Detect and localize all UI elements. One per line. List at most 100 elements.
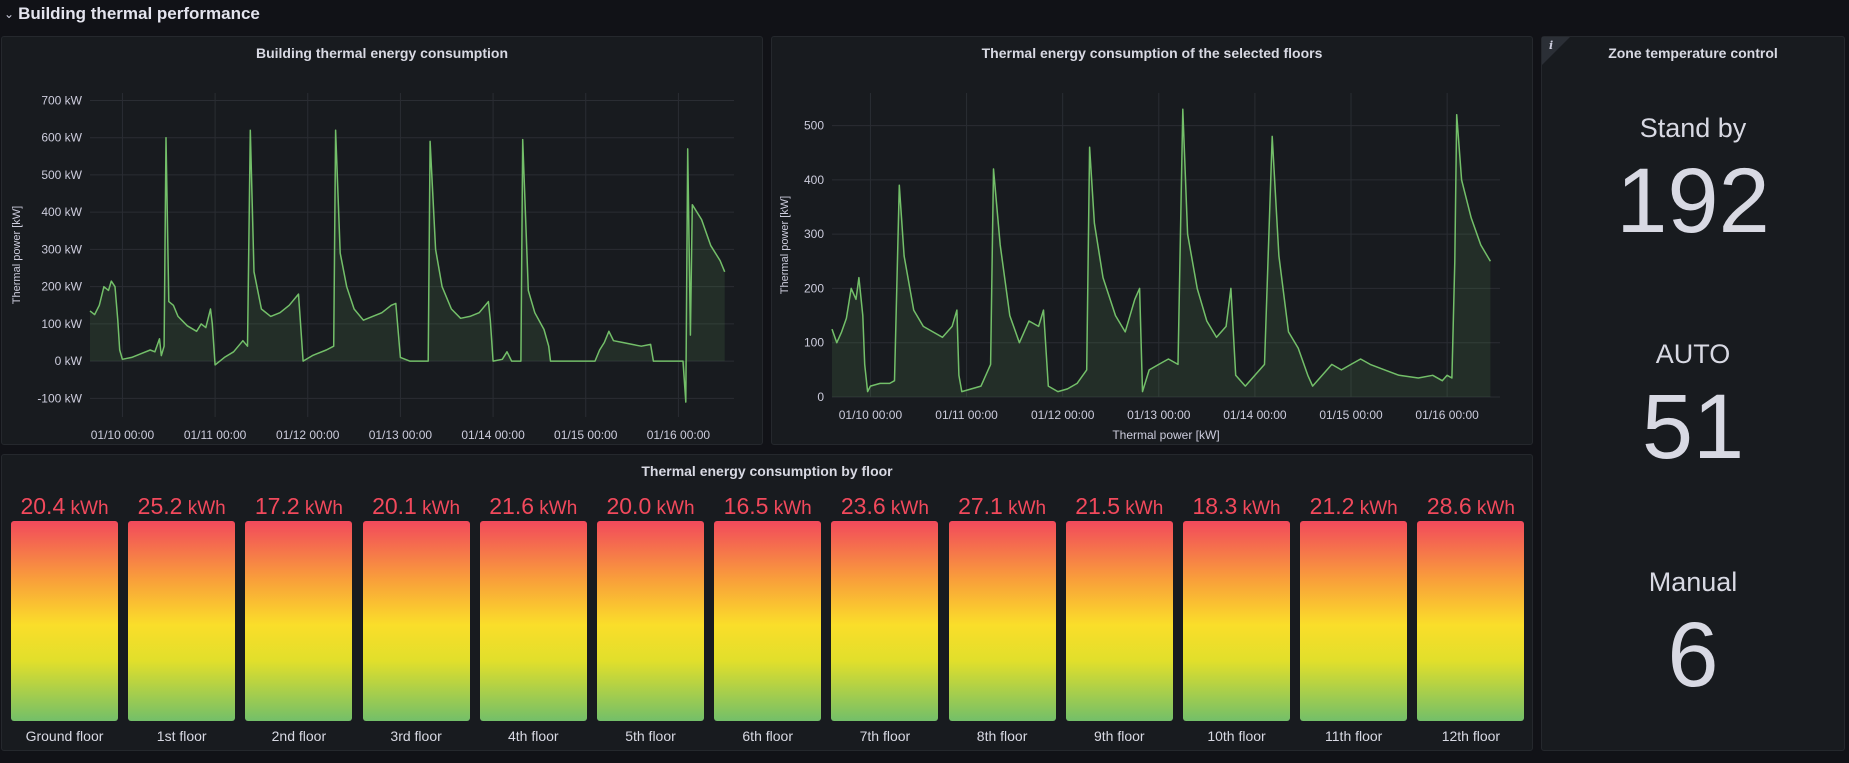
x-tick-label: 01/14 00:00 <box>1223 408 1287 422</box>
x-tick-label: 01/10 00:00 <box>91 428 155 442</box>
floor-gauge-bar[interactable] <box>1300 521 1408 721</box>
floor-value-unit: kWh <box>1120 498 1164 519</box>
floor-value-unit: kWh <box>768 498 812 519</box>
panel-title[interactable]: Thermal energy consumption by floor <box>641 463 893 479</box>
floor-value-unit: kWh <box>182 498 226 519</box>
floor-value: 21.6 kWh <box>475 493 592 520</box>
floor-value-unit: kWh <box>1002 498 1047 519</box>
y-tick-label: 300 kW <box>41 242 82 256</box>
floor-gauge-bar[interactable] <box>128 521 236 721</box>
series-area <box>832 109 1491 398</box>
floor-value-unit: kWh <box>1237 498 1281 519</box>
stat-label-manual: Manual <box>1648 567 1738 597</box>
floor-value-number: 23.6 <box>840 493 886 519</box>
info-icon[interactable]: i <box>1549 39 1554 52</box>
floor-value-unit: kWh <box>1471 498 1515 519</box>
floor-value-number: 20.1 <box>372 493 417 519</box>
floor-gauge-bar[interactable] <box>1417 521 1525 721</box>
floor-value-number: 16.5 <box>723 493 769 519</box>
floor-value: 21.2 kWh <box>1295 493 1412 520</box>
floor-gauge-bar[interactable] <box>362 521 470 721</box>
floor-gauge-bar[interactable] <box>831 521 939 721</box>
building-consumption-chart[interactable]: -100 kW 0 kW 100 kW 200 kW 300 kW 400 kW 500 k… <box>2 37 762 444</box>
y-tick-label: 0 kW <box>55 354 83 368</box>
x-tick-label: 01/15 00:00 <box>554 428 618 442</box>
floor-value-unit: kWh <box>651 498 695 519</box>
panel-zone-temperature[interactable]: i Zone temperature control Stand by 192 … <box>1541 36 1845 751</box>
x-tick-label: 01/16 00:00 <box>1415 408 1479 422</box>
legend-item[interactable]: Thermal power [kW] <box>1112 428 1219 442</box>
floor-value: 27.1 kWh <box>944 493 1061 520</box>
floor-value: 18.3 kWh <box>1178 493 1295 520</box>
panel-title[interactable]: Building thermal energy consumption <box>255 45 509 61</box>
floor-gauge-bar[interactable] <box>948 521 1056 721</box>
series-area <box>90 130 725 403</box>
y-axis-label: Thermal power [kW] <box>779 196 791 294</box>
series-line[interactable] <box>89 129 726 403</box>
floor-gauge-bar[interactable] <box>597 521 704 721</box>
floor-value-number: 21.5 <box>1075 493 1121 519</box>
y-tick-label: 400 <box>804 173 824 187</box>
y-tick-label: 500 <box>804 119 824 133</box>
y-tick-label: 300 <box>804 227 824 241</box>
floor-gauge-bar[interactable] <box>714 521 822 721</box>
floor-gauge-bar[interactable] <box>11 521 118 721</box>
panel-consumption-by-floor[interactable]: Thermal energy consumption by floor 20.4… <box>1 454 1533 751</box>
floor-value-number: 18.3 <box>1192 493 1238 519</box>
floor-value: 20.1 kWh <box>358 493 475 520</box>
floor-label: 6th floor <box>742 728 793 744</box>
floor-gauge-bar[interactable] <box>1065 521 1173 721</box>
floor-gauge-bar[interactable] <box>1183 521 1290 721</box>
floor-gauge-bar[interactable] <box>245 521 353 721</box>
chevron-down-icon[interactable]: ⌄ <box>4 7 15 21</box>
floor-label: 2nd floor <box>271 728 327 744</box>
floor-label: 8th floor <box>976 728 1028 744</box>
floor-gauge-bar[interactable] <box>479 521 587 721</box>
floor-label: 3rd floor <box>390 728 442 744</box>
panel-title[interactable]: Zone temperature control <box>1608 45 1778 61</box>
panel-building-consumption[interactable]: Building thermal energy consumption -100… <box>1 36 763 445</box>
floor-value: 23.6 kWh <box>826 493 943 520</box>
floor-label: 5th floor <box>625 728 676 744</box>
panel-title[interactable]: Thermal energy consumption of the select… <box>981 45 1323 61</box>
y-tick-label: 600 kW <box>41 131 82 145</box>
x-tick-label: 01/11 00:00 <box>184 428 247 442</box>
stat-value-auto: 51 <box>1641 376 1745 478</box>
floor-value-unit: kWh <box>534 498 578 519</box>
row-title[interactable]: Building thermal performance <box>18 4 260 23</box>
floor-value-unit: kWh <box>416 498 461 519</box>
floor-value-unit: kWh <box>299 498 343 519</box>
y-tick-label: 200 kW <box>41 280 82 294</box>
y-tick-label: 400 kW <box>41 205 82 219</box>
y-tick-label: -100 kW <box>37 391 82 405</box>
floor-value: 21.5 kWh <box>1061 493 1178 520</box>
floor-value: 20.4 kWh <box>6 493 123 520</box>
series-line[interactable] <box>831 108 1492 393</box>
floor-value-number: 17.2 <box>254 493 300 519</box>
info-corner <box>1542 37 1570 65</box>
y-tick-label: 100 kW <box>41 317 82 331</box>
floor-value-unit: kWh <box>1354 498 1398 519</box>
x-tick-label: 01/14 00:00 <box>461 428 525 442</box>
x-tick-label: 01/13 00:00 <box>369 428 433 442</box>
floor-value-number: 25.2 <box>137 493 183 519</box>
row-header[interactable]: ⌄ Building thermal performance <box>0 0 1849 28</box>
y-tick-label: 500 kW <box>41 168 82 182</box>
x-tick-label: 01/12 00:00 <box>276 428 340 442</box>
y-axis-label: Thermal power [kW] <box>11 206 23 304</box>
panel-selected-floors[interactable]: Thermal energy consumption of the select… <box>771 36 1533 445</box>
stat-value-standby: 192 <box>1616 150 1770 252</box>
x-tick-label: 01/11 00:00 <box>935 408 998 422</box>
y-tick-label: 100 <box>804 336 824 350</box>
floor-value: 28.6 kWh <box>1412 493 1529 520</box>
selected-floors-chart[interactable]: 0 100 200 300 400 500 01/10 00:00 01/11 00:00 01… <box>772 37 1532 444</box>
floor-label: Ground floor <box>25 728 104 744</box>
y-tick-label: 200 <box>804 281 824 295</box>
y-tick-label: 700 kW <box>41 93 82 107</box>
stat-label-auto: AUTO <box>1655 339 1731 369</box>
x-tick-label: 01/12 00:00 <box>1031 408 1095 422</box>
x-tick-label: 01/13 00:00 <box>1127 408 1191 422</box>
stat-label-standby: Stand by <box>1639 113 1747 143</box>
y-tick-label: 0 <box>817 390 824 404</box>
floor-label: 11th floor <box>1325 728 1383 744</box>
